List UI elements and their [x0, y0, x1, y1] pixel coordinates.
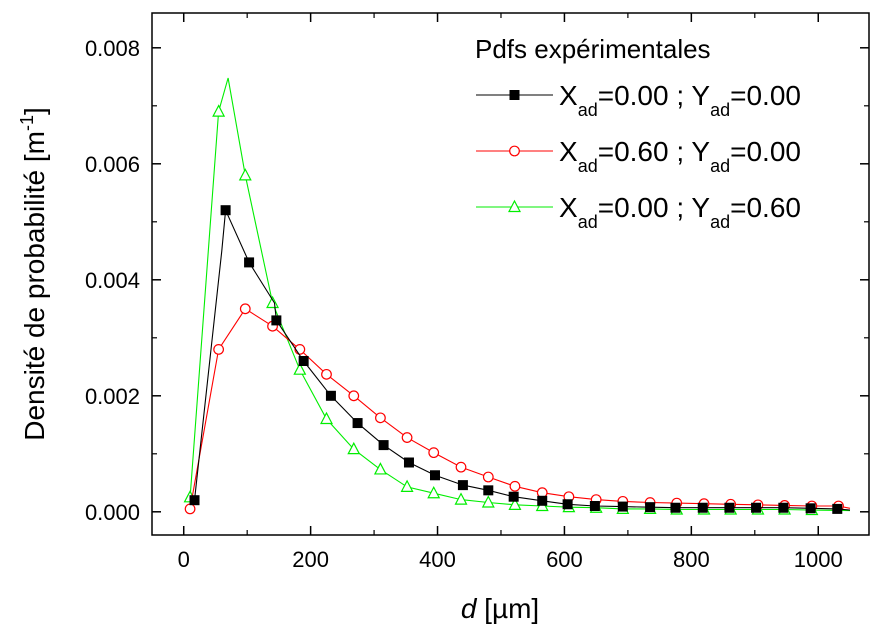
legend-entry: Xad=0.00 ; Yad=0.60	[559, 192, 801, 232]
series-point	[617, 501, 628, 512]
legend-entry: Xad=0.60 ; Yad=0.00	[559, 136, 801, 176]
series-point	[670, 502, 681, 513]
series-2	[184, 303, 851, 515]
series-point	[455, 461, 467, 473]
series-point	[375, 412, 386, 424]
x-tick-label: 600	[546, 547, 583, 572]
series-point	[348, 390, 360, 402]
y-axis-title-sup: -1	[17, 115, 37, 131]
legend-entry-subscript: ad	[710, 212, 730, 232]
series-point	[238, 168, 252, 181]
series-point	[244, 257, 255, 268]
series-point	[482, 471, 494, 483]
series-point	[454, 492, 468, 505]
legend-entry-text: X	[559, 80, 578, 111]
series-point	[697, 502, 708, 513]
legend-entry: Xad=0.00 ; Yad=0.00	[559, 80, 801, 120]
x-tick-label: 800	[673, 547, 710, 572]
legend-entry-subscript: ad	[578, 156, 598, 176]
series-point	[805, 503, 816, 514]
legend-entry-subscript: ad	[578, 212, 598, 232]
legend-entry-text: X	[559, 136, 578, 167]
series-point	[751, 502, 762, 513]
axis-ticks	[152, 13, 869, 535]
series-point	[645, 502, 656, 513]
x-tick-label: 0	[178, 547, 190, 572]
legend-title: Pdfs expérimentales	[475, 34, 711, 64]
y-axis-title: Densité de probabilité [m-1]	[17, 107, 50, 441]
x-axis-title-var: d	[461, 593, 478, 624]
legend-marker	[509, 145, 520, 157]
series-point	[509, 480, 521, 492]
series-point	[239, 303, 251, 315]
plot-frame	[151, 12, 870, 536]
x-tick-label: 1000	[794, 547, 843, 572]
legend-entry-text: =0.00 ; Y	[598, 192, 711, 223]
series-point	[832, 503, 843, 514]
series-point	[537, 495, 548, 506]
series-point	[483, 485, 494, 496]
series-point	[400, 479, 414, 492]
legend-marker	[508, 199, 521, 213]
series-point	[778, 502, 789, 513]
legend-entry-text: =0.60 ; Y	[598, 136, 711, 167]
series-point	[266, 295, 280, 309]
series-point	[189, 495, 200, 506]
y-tick-label: 0.002	[85, 384, 140, 409]
legend-entry-subscript: ad	[578, 100, 598, 120]
series-point	[589, 501, 600, 511]
legend-entry-text: =0.00	[730, 80, 801, 111]
x-tick-label: 200	[292, 547, 329, 572]
legend-entry-text: X	[559, 192, 578, 223]
y-axis-title-close: ]	[19, 107, 50, 115]
axis-tick-labels: 0 200 400 600 800 1000 0.000 0.002 0.004 0.006 0.0…	[85, 36, 843, 572]
legend-entry-text: =0.00 ; Y	[598, 80, 711, 111]
series-point	[271, 315, 282, 326]
series-layer	[183, 77, 851, 516]
y-tick-label: 0.008	[85, 36, 140, 61]
y-tick-label: 0.004	[85, 268, 140, 293]
y-tick-label: 0.006	[85, 152, 140, 177]
series-point	[428, 447, 440, 459]
series-point	[562, 499, 573, 510]
legend-entry-subscript: ad	[710, 100, 730, 120]
series-point	[184, 503, 196, 515]
series-point	[481, 495, 495, 508]
series-point	[220, 205, 231, 216]
series-1	[189, 205, 851, 514]
series-point	[429, 470, 440, 481]
x-axis-title-unit: [µm]	[476, 593, 539, 624]
series-point	[378, 440, 389, 451]
series-point	[427, 485, 441, 499]
series-point	[293, 362, 307, 375]
legend-marker	[509, 90, 520, 100]
y-axis-title-main: Densité de probabilité [m	[19, 131, 50, 441]
series-point	[352, 418, 363, 429]
legend-entry-text: =0.00	[730, 136, 801, 167]
series-point	[319, 411, 333, 425]
series-point	[457, 480, 468, 491]
x-axis-title: d [µm]	[461, 593, 539, 624]
series-point	[403, 457, 414, 468]
series-line	[190, 208, 851, 511]
y-tick-label: 0.000	[85, 500, 140, 525]
legend-entry-subscript: ad	[710, 156, 730, 176]
series-point	[212, 104, 226, 117]
series-point	[373, 462, 387, 475]
series-point	[508, 491, 519, 502]
series-point	[347, 441, 361, 455]
series-point	[213, 344, 225, 355]
series-point	[724, 502, 735, 513]
series-point	[508, 497, 522, 510]
series-point	[325, 390, 336, 401]
series-point	[321, 368, 332, 380]
series-point	[298, 356, 309, 366]
x-tick-label: 400	[419, 547, 456, 572]
series-point	[401, 432, 413, 443]
legend-entry-text: =0.60	[730, 192, 801, 223]
